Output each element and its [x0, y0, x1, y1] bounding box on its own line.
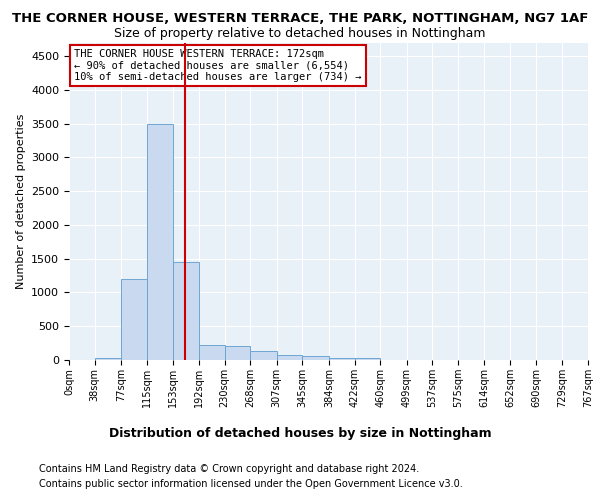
- Text: Contains HM Land Registry data © Crown copyright and database right 2024.: Contains HM Land Registry data © Crown c…: [39, 464, 419, 474]
- Bar: [121, 279, 147, 360]
- Text: Size of property relative to detached houses in Nottingham: Size of property relative to detached ho…: [114, 28, 486, 40]
- Text: THE CORNER HOUSE, WESTERN TERRACE, THE PARK, NOTTINGHAM, NG7 1AF: THE CORNER HOUSE, WESTERN TERRACE, THE P…: [12, 12, 588, 26]
- Bar: [250, 351, 277, 360]
- Text: Contains public sector information licensed under the Open Government Licence v3: Contains public sector information licen…: [39, 479, 463, 489]
- Bar: [199, 345, 224, 360]
- Bar: [329, 358, 355, 360]
- Bar: [302, 356, 329, 360]
- Bar: [147, 124, 173, 360]
- Bar: [277, 354, 302, 360]
- Bar: [95, 358, 121, 360]
- Y-axis label: Number of detached properties: Number of detached properties: [16, 114, 26, 289]
- Text: Distribution of detached houses by size in Nottingham: Distribution of detached houses by size …: [109, 428, 491, 440]
- Bar: [224, 346, 250, 360]
- Bar: [355, 358, 380, 360]
- Text: THE CORNER HOUSE WESTERN TERRACE: 172sqm
← 90% of detached houses are smaller (6: THE CORNER HOUSE WESTERN TERRACE: 172sqm…: [74, 49, 362, 82]
- Bar: [173, 262, 199, 360]
